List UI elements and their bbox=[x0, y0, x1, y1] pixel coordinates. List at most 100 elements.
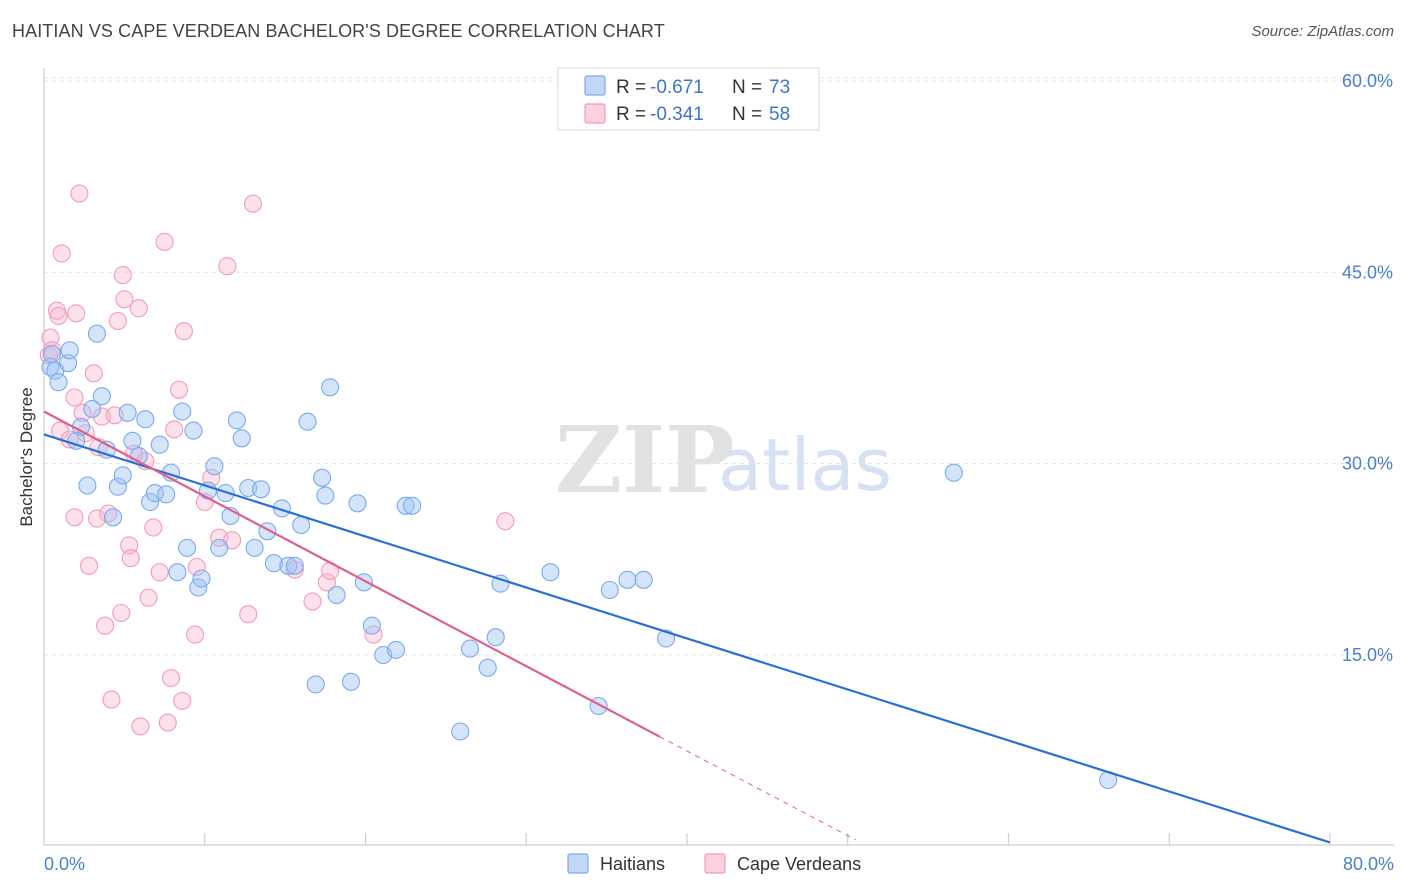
haitian-point bbox=[486, 628, 505, 647]
cape-verdean-point bbox=[129, 299, 148, 318]
haitian-point bbox=[285, 556, 304, 575]
cape-verdean-point bbox=[187, 557, 206, 577]
haitian-point bbox=[87, 324, 107, 343]
cape-verdean-point bbox=[173, 691, 192, 710]
haitian-point bbox=[113, 466, 132, 485]
haitian-point bbox=[118, 403, 137, 422]
haitian-point bbox=[327, 586, 346, 605]
legend-n-value-cape-verdeans: 58 bbox=[769, 104, 790, 125]
haitian-point bbox=[78, 476, 97, 495]
cape-verdean-points bbox=[39, 184, 515, 736]
haitian-point bbox=[403, 496, 422, 515]
haitian-point bbox=[279, 556, 298, 575]
cape-verdean-point bbox=[218, 257, 237, 276]
haitian-point bbox=[150, 435, 169, 454]
cape-verdean-point bbox=[303, 592, 322, 611]
cape-verdean-point bbox=[96, 616, 115, 635]
haitian-point bbox=[944, 463, 963, 482]
cape-verdean-point bbox=[243, 194, 263, 213]
cape-verdean-point bbox=[158, 713, 177, 732]
y-tick-label: 15.0% bbox=[1342, 645, 1393, 665]
y-axis-label: Bachelor's Degree bbox=[17, 387, 36, 526]
haitian-point bbox=[60, 341, 79, 360]
cape-verdean-point bbox=[139, 588, 158, 607]
cape-verdean-point bbox=[73, 403, 92, 422]
cape-verdean-point bbox=[79, 556, 99, 575]
bottom-legend-label-haitians: Haitians bbox=[600, 854, 665, 874]
cape-verdean-point bbox=[169, 380, 189, 399]
cape-verdean-point bbox=[102, 690, 121, 709]
y-tick-labels: 15.0% 30.0% 45.0% 60.0% bbox=[1342, 71, 1393, 665]
cape-verdean-point bbox=[174, 322, 193, 341]
cape-verdean-point bbox=[131, 717, 150, 736]
haitian-point bbox=[396, 496, 415, 515]
haitian-point bbox=[306, 675, 325, 694]
haitian-point bbox=[83, 399, 102, 418]
legend-n-label-haitians: N = bbox=[732, 77, 762, 98]
cape-verdean-point bbox=[108, 311, 127, 331]
x-tick-marks bbox=[204, 833, 1331, 845]
source-credit: Source: ZipAtlas.com bbox=[1251, 23, 1394, 40]
legend-r-value-cape-verdeans: -0.341 bbox=[650, 104, 704, 125]
haitian-point bbox=[460, 639, 480, 658]
cape-verdean-point bbox=[70, 184, 89, 203]
cape-verdean-point bbox=[496, 512, 515, 531]
haitian-points bbox=[41, 324, 1118, 790]
cape-verdean-point bbox=[186, 625, 205, 644]
haitian-point bbox=[49, 373, 68, 392]
haitian-point bbox=[210, 538, 229, 557]
haitian-point bbox=[386, 640, 406, 659]
trend-lines bbox=[43, 410, 1331, 844]
cape-verdean-point bbox=[239, 605, 258, 624]
haitian-point bbox=[272, 499, 291, 518]
haitian-point bbox=[136, 410, 155, 429]
haitian-point bbox=[451, 722, 470, 741]
watermark-zip: ZIP bbox=[555, 406, 734, 514]
haitian-point bbox=[178, 538, 197, 557]
y-tick-label: 60.0% bbox=[1342, 71, 1393, 91]
cape-verdean-point bbox=[317, 573, 336, 592]
haitian-point bbox=[313, 468, 332, 487]
haitian-point bbox=[168, 563, 187, 582]
haitian-point bbox=[42, 345, 62, 364]
legend-top: R = -0.671 N = 73 R = -0.341 N = 58 bbox=[557, 67, 820, 131]
haitian-point bbox=[141, 492, 160, 512]
haitian-trend-line bbox=[43, 433, 1331, 844]
cape-verdean-point bbox=[113, 266, 132, 285]
cape-verdean-point bbox=[115, 290, 134, 309]
cape-verdean-point bbox=[52, 244, 71, 263]
cape-verdean-point bbox=[165, 420, 184, 439]
haitian-point bbox=[478, 658, 497, 677]
cape-verdean-point bbox=[112, 603, 131, 623]
legend-swatch-cape-verdeans bbox=[584, 103, 606, 124]
haitian-point bbox=[104, 508, 123, 527]
haitian-point bbox=[192, 569, 211, 588]
cape-verdean-point bbox=[65, 388, 84, 407]
legend-n-value-haitians: 73 bbox=[769, 77, 790, 98]
grid-lines bbox=[44, 77, 1394, 656]
y-tick-label: 45.0% bbox=[1342, 262, 1393, 282]
haitian-point bbox=[600, 580, 619, 600]
legend-r-value-haitians: -0.671 bbox=[650, 77, 704, 98]
cape-verdean-point bbox=[144, 518, 163, 537]
haitian-point bbox=[316, 486, 335, 505]
haitian-point bbox=[184, 421, 203, 440]
cape-verdean-point bbox=[49, 306, 68, 325]
haitian-point bbox=[173, 402, 192, 421]
cape-verdean-point bbox=[84, 364, 103, 383]
haitian-point bbox=[362, 616, 381, 635]
bottom-legend-swatch-cape-verdeans bbox=[704, 853, 726, 874]
haitian-point bbox=[491, 574, 510, 593]
cape-verdean-point bbox=[150, 563, 169, 582]
haitian-point bbox=[541, 563, 560, 582]
cape-verdean-point bbox=[87, 509, 107, 528]
haitian-point bbox=[618, 570, 637, 589]
haitian-point bbox=[341, 672, 361, 691]
cape-verdean-trend-extension bbox=[659, 736, 857, 841]
haitian-point bbox=[123, 431, 142, 450]
legend-swatch-haitians bbox=[584, 75, 606, 96]
chart-title: HAITIAN VS CAPE VERDEAN BACHELOR'S DEGRE… bbox=[12, 21, 665, 41]
cape-verdean-point bbox=[121, 549, 140, 568]
haitian-point bbox=[298, 412, 317, 431]
